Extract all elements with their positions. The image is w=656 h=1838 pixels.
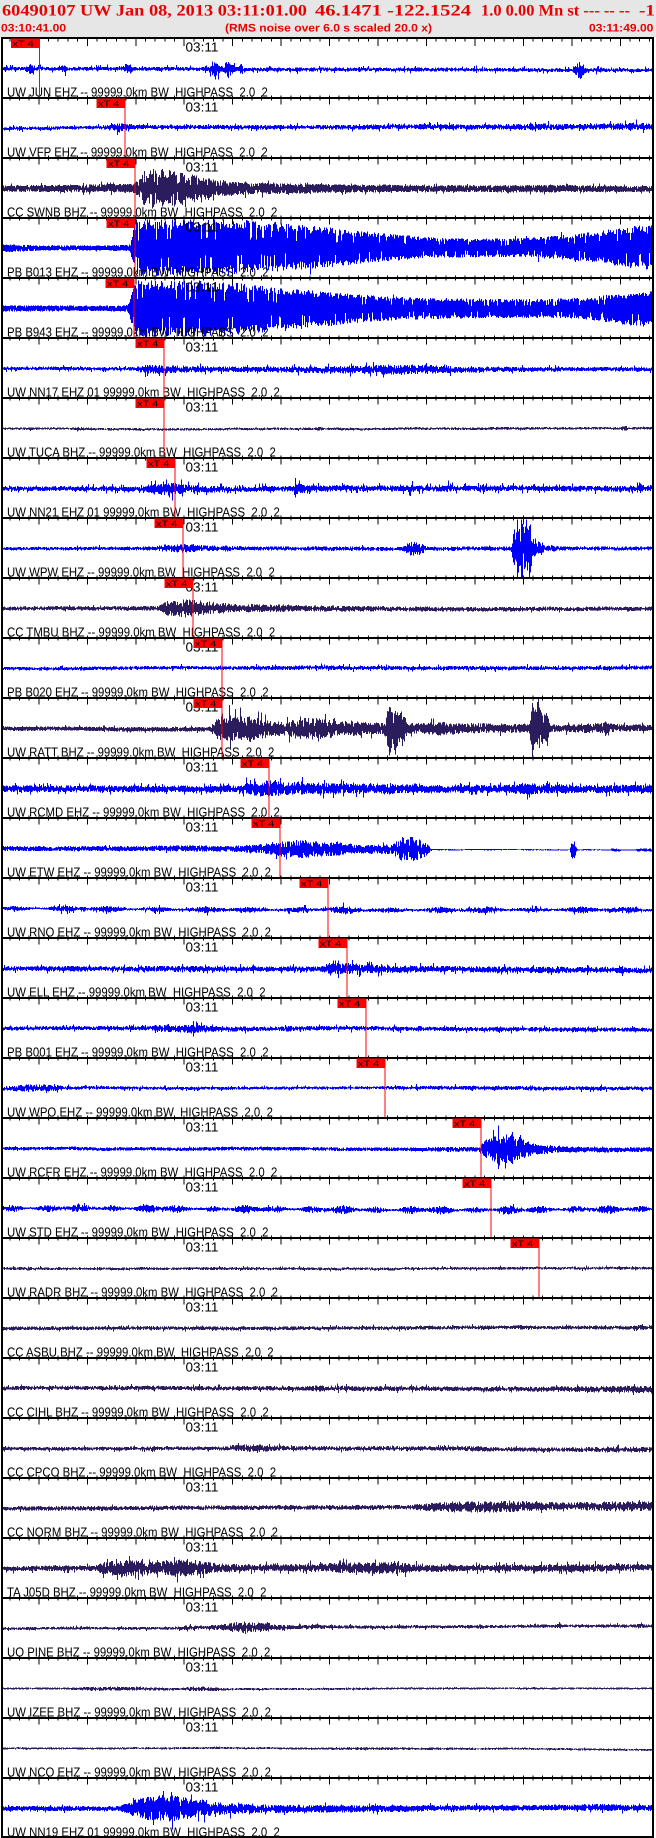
svg-text:03:11: 03:11 xyxy=(186,1060,219,1075)
svg-text:xT 4: xT 4 xyxy=(108,218,130,228)
svg-text:03:11: 03:11 xyxy=(186,1120,219,1135)
svg-text:03:11: 03:11 xyxy=(186,1240,219,1255)
svg-text:03:11: 03:11 xyxy=(186,940,219,955)
svg-text:xT 4: xT 4 xyxy=(454,1118,476,1128)
svg-text:UW RATT BHZ -- 99999.0km BW H: UW RATT BHZ -- 99999.0km BW HIGHPASS 2.0… xyxy=(7,745,274,760)
svg-text:03:11: 03:11 xyxy=(186,1780,219,1795)
svg-text:xT 4: xT 4 xyxy=(108,158,130,168)
svg-text:03:11: 03:11 xyxy=(186,580,219,595)
svg-text:xT 4: xT 4 xyxy=(242,758,264,768)
svg-text:xT 4: xT 4 xyxy=(358,1058,380,1068)
svg-text:UW NN19 EHZ 01 99999.0km BW H: UW NN19 EHZ 01 99999.0km BW HIGHPASS 2.0… xyxy=(7,1825,280,1838)
svg-text:xT 4: xT 4 xyxy=(301,878,323,888)
svg-text:03:11: 03:11 xyxy=(186,820,219,835)
svg-text:03:11: 03:11 xyxy=(186,1540,219,1555)
svg-text:TA J05D BHZ -- 99999.0km BW H: TA J05D BHZ -- 99999.0km BW HIGHPASS 2.0… xyxy=(7,1585,266,1600)
svg-text:UW RCFR EHZ -- 99999.0km BW H: UW RCFR EHZ -- 99999.0km BW HIGHPASS 2.0… xyxy=(7,1165,277,1180)
svg-text:xT 4: xT 4 xyxy=(195,638,217,648)
svg-text:xT 4: xT 4 xyxy=(137,338,159,348)
svg-text:PB B013 EHZ -- 99999.0km BW H: PB B013 EHZ -- 99999.0km BW HIGHPASS 2.0… xyxy=(7,265,269,280)
svg-text:xT 4: xT 4 xyxy=(13,38,35,48)
svg-text:PB B943 EHZ -- 99999.0km BW H: PB B943 EHZ -- 99999.0km BW HIGHPASS 2.0… xyxy=(7,325,269,340)
svg-text:03:11: 03:11 xyxy=(186,1000,219,1015)
svg-text:xT 4: xT 4 xyxy=(166,578,188,588)
svg-text:UW ETW EHZ -- 99999.0km BW HI: UW ETW EHZ -- 99999.0km BW HIGHPASS 2.0 … xyxy=(7,865,271,880)
svg-text:UW RCMD EHZ -- 99999.0km BW H: UW RCMD EHZ -- 99999.0km BW HIGHPASS 2.0… xyxy=(7,805,280,820)
svg-text:03:11: 03:11 xyxy=(186,100,219,115)
svg-text:xT 4: xT 4 xyxy=(137,398,159,408)
svg-text:03:11: 03:11 xyxy=(186,400,219,415)
svg-text:03:11:49.00: 03:11:49.00 xyxy=(589,23,653,35)
svg-text:UW ELL EHZ -- 99999.0km BW HI: UW ELL EHZ -- 99999.0km BW HIGHPASS 2.0 … xyxy=(7,985,266,1000)
svg-text:UW TUCA BHZ -- 99999.0km BW H: UW TUCA BHZ -- 99999.0km BW HIGHPASS 2.0… xyxy=(7,445,276,460)
svg-text:1.0 0.00 Mn st --- -- --: 1.0 0.00 Mn st --- -- -- xyxy=(481,3,630,20)
svg-text:03:11: 03:11 xyxy=(186,1720,219,1735)
svg-text:UW VFP EHZ -- 99999.0km BW HI: UW VFP EHZ -- 99999.0km BW HIGHPASS 2.0 … xyxy=(7,145,268,160)
svg-text:CC ASBU BHZ -- 99999.0km BW H: CC ASBU BHZ -- 99999.0km BW HIGHPASS 2.0… xyxy=(7,1345,274,1360)
svg-text:xT 4: xT 4 xyxy=(98,98,120,108)
svg-text:CC CPCO BHZ -- 99999.0km BW H: CC CPCO BHZ -- 99999.0km BW HIGHPASS 2.0… xyxy=(7,1465,276,1480)
svg-text:UW WPO EHZ -- 99999.0km BW HI: UW WPO EHZ -- 99999.0km BW HIGHPASS 2.0 … xyxy=(7,1105,273,1120)
svg-text:xT 4: xT 4 xyxy=(107,278,129,288)
svg-text:03:11: 03:11 xyxy=(186,880,219,895)
svg-text:-1: -1 xyxy=(639,3,655,20)
svg-text:UW NN17 EHZ 01 99999.0km BW H: UW NN17 EHZ 01 99999.0km BW HIGHPASS 2.0… xyxy=(7,385,280,400)
svg-text:03:11: 03:11 xyxy=(186,460,219,475)
svg-text:UW NCO EHZ -- 99999.0km BW HI: UW NCO EHZ -- 99999.0km BW HIGHPASS 2.0 … xyxy=(7,1765,271,1780)
svg-text:UW RADR BHZ -- 99999.0km BW H: UW RADR BHZ -- 99999.0km BW HIGHPASS 2.0… xyxy=(7,1285,278,1300)
svg-text:PB B020 EHZ -- 99999.0km BW H: PB B020 EHZ -- 99999.0km BW HIGHPASS 2.0… xyxy=(7,685,269,700)
svg-text:PB B001 EHZ -- 99999.0km BW H: PB B001 EHZ -- 99999.0km BW HIGHPASS 2.0… xyxy=(7,1045,269,1060)
svg-text:CC SWNB BHZ -- 99999.0km BW H: CC SWNB BHZ -- 99999.0km BW HIGHPASS 2.0… xyxy=(7,205,277,220)
svg-text:03:11: 03:11 xyxy=(186,520,219,535)
svg-text:xT 4: xT 4 xyxy=(253,818,275,828)
svg-text:UW STD EHZ -- 99999.0km BW HI: UW STD EHZ -- 99999.0km BW HIGHPASS 2.0 … xyxy=(7,1225,268,1240)
svg-text:xT 4: xT 4 xyxy=(320,938,342,948)
svg-text:UO PINE BHZ -- 99999.0km BW H: UO PINE BHZ -- 99999.0km BW HIGHPASS 2.0… xyxy=(7,1645,270,1660)
svg-text:xT 4: xT 4 xyxy=(464,1178,486,1188)
svg-text:(RMS noise over 6.0 s scaled 2: (RMS noise over 6.0 s scaled 20.0 x) xyxy=(225,23,432,35)
svg-text:03:11: 03:11 xyxy=(186,340,219,355)
svg-text:03:11: 03:11 xyxy=(186,1180,219,1195)
svg-text:xT 4: xT 4 xyxy=(512,1238,534,1248)
svg-text:03:11: 03:11 xyxy=(186,760,219,775)
svg-text:03:11: 03:11 xyxy=(186,220,219,235)
svg-text:UW JUN EHZ -- 99999.0km BW HI: UW JUN EHZ -- 99999.0km BW HIGHPASS 2.0 … xyxy=(7,85,268,100)
svg-text:xT 4: xT 4 xyxy=(195,698,217,708)
svg-text:03:11: 03:11 xyxy=(186,1660,219,1675)
svg-text:UW NN21 EHZ 01 99999.0km BW H: UW NN21 EHZ 01 99999.0km BW HIGHPASS 2.0… xyxy=(7,505,280,520)
svg-text:CC TMBU BHZ -- 99999.0km BW H: CC TMBU BHZ -- 99999.0km BW HIGHPASS 2.0… xyxy=(7,625,275,640)
svg-text:xT 4: xT 4 xyxy=(156,518,178,528)
svg-text:UW RNO EHZ -- 99999.0km BW HI: UW RNO EHZ -- 99999.0km BW HIGHPASS 2.0 … xyxy=(7,925,271,940)
svg-text:03:11: 03:11 xyxy=(186,1480,219,1495)
svg-text:UW IZEE BHZ -- 99999.0km BW H: UW IZEE BHZ -- 99999.0km BW HIGHPASS 2.0… xyxy=(7,1705,271,1720)
svg-text:03:11: 03:11 xyxy=(186,160,219,175)
svg-text:03:11: 03:11 xyxy=(186,1300,219,1315)
svg-text:xT 4: xT 4 xyxy=(148,458,170,468)
svg-text:03:11: 03:11 xyxy=(186,1600,219,1615)
svg-text:03:11: 03:11 xyxy=(186,280,219,295)
svg-text:xT 4: xT 4 xyxy=(339,998,361,1008)
svg-text:60490107 UW Jan 08, 2013 03:11: 60490107 UW Jan 08, 2013 03:11:01.00 xyxy=(2,3,307,20)
svg-text:03:11: 03:11 xyxy=(186,1360,219,1375)
svg-text:03:11: 03:11 xyxy=(186,1420,219,1435)
svg-text:UW WPW EHZ -- 99999.0km BW HI: UW WPW EHZ -- 99999.0km BW HIGHPASS 2.0 … xyxy=(7,565,275,580)
svg-text:46.1471 -122.1524: 46.1471 -122.1524 xyxy=(315,3,471,20)
svg-text:03:11: 03:11 xyxy=(186,40,219,55)
svg-text:03:10:41.00: 03:10:41.00 xyxy=(1,23,66,35)
svg-text:CC NORM BHZ -- 99999.0km BW H: CC NORM BHZ -- 99999.0km BW HIGHPASS 2.0… xyxy=(7,1525,278,1540)
svg-text:CC CIHL BHZ -- 99999.0km BW H: CC CIHL BHZ -- 99999.0km BW HIGHPASS 2.0… xyxy=(7,1405,269,1420)
